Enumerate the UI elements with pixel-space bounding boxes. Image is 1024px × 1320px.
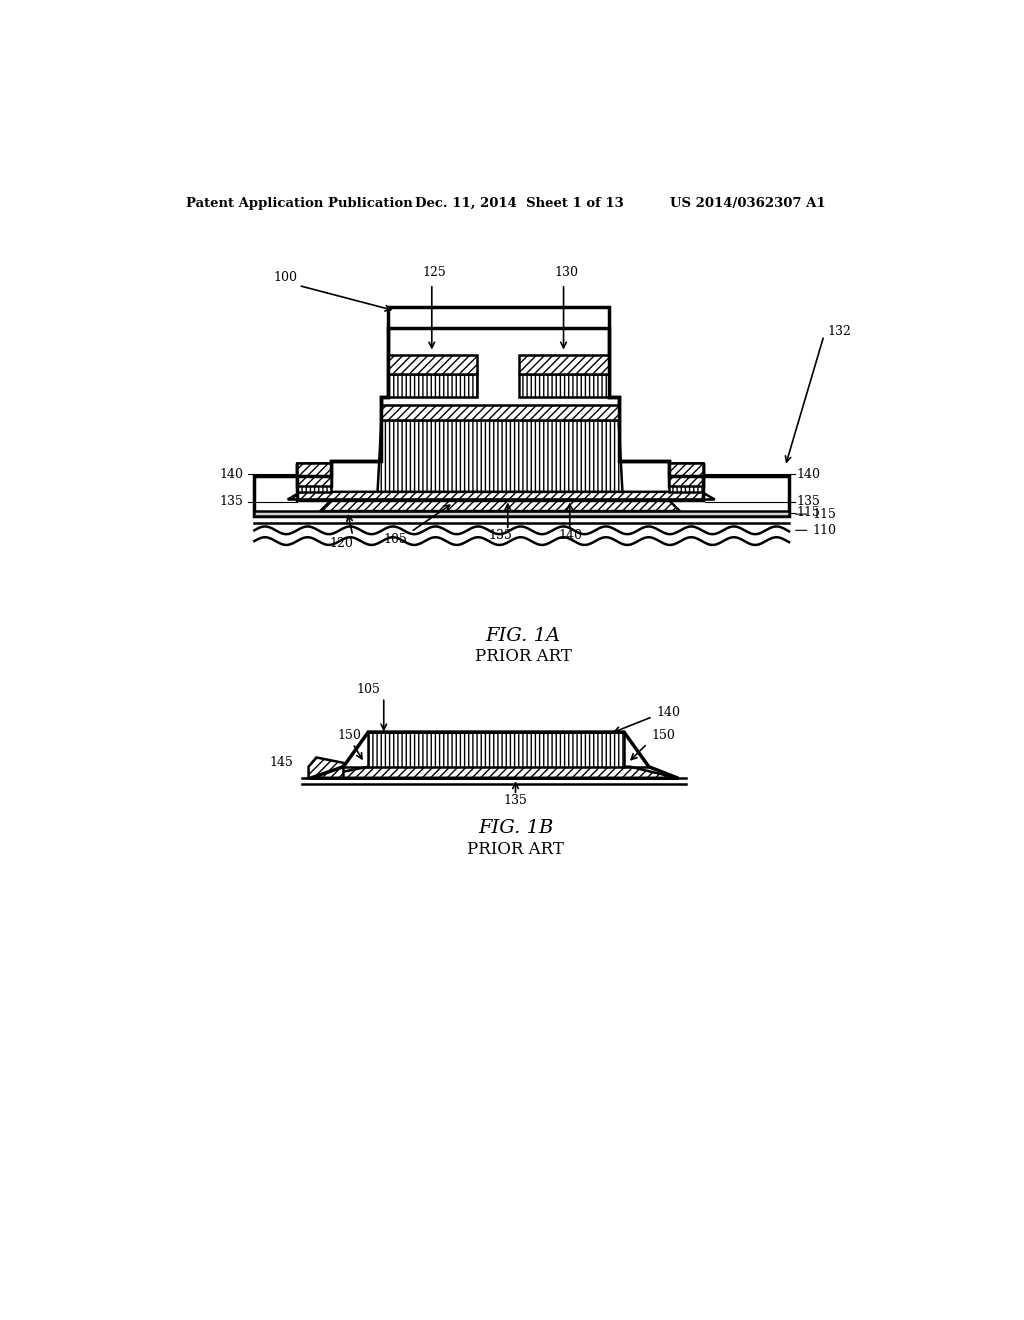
- Text: 115: 115: [796, 508, 837, 520]
- Polygon shape: [378, 420, 623, 492]
- Text: 132: 132: [827, 325, 852, 338]
- Polygon shape: [669, 477, 703, 486]
- Polygon shape: [297, 462, 331, 477]
- Polygon shape: [369, 733, 624, 767]
- Polygon shape: [254, 511, 790, 516]
- Text: FIG. 1B: FIG. 1B: [478, 820, 553, 837]
- Polygon shape: [254, 308, 790, 516]
- Text: 140: 140: [656, 706, 681, 719]
- Text: Dec. 11, 2014  Sheet 1 of 13: Dec. 11, 2014 Sheet 1 of 13: [415, 197, 624, 210]
- Text: US 2014/0362307 A1: US 2014/0362307 A1: [671, 197, 826, 210]
- Text: 135: 135: [504, 795, 527, 807]
- Polygon shape: [519, 355, 608, 374]
- Polygon shape: [669, 462, 703, 477]
- Text: FIG. 1A: FIG. 1A: [485, 627, 561, 644]
- Polygon shape: [381, 405, 618, 420]
- Text: 125: 125: [423, 265, 446, 279]
- Text: 130: 130: [554, 265, 579, 279]
- Text: 145: 145: [269, 756, 293, 770]
- Text: 115: 115: [797, 506, 820, 519]
- Text: 150: 150: [651, 730, 675, 742]
- Polygon shape: [669, 462, 703, 492]
- Polygon shape: [288, 492, 715, 499]
- Text: 135: 135: [488, 529, 512, 543]
- Text: 105: 105: [384, 533, 408, 546]
- Text: 105: 105: [356, 684, 381, 696]
- Text: 140: 140: [797, 467, 821, 480]
- Text: 140: 140: [219, 467, 244, 480]
- Text: PRIOR ART: PRIOR ART: [467, 841, 564, 858]
- Text: 110: 110: [796, 524, 837, 537]
- Text: PRIOR ART: PRIOR ART: [475, 648, 571, 665]
- Polygon shape: [308, 758, 343, 779]
- Text: Patent Application Publication: Patent Application Publication: [186, 197, 413, 210]
- Polygon shape: [388, 355, 477, 374]
- Polygon shape: [310, 767, 678, 779]
- Polygon shape: [388, 374, 477, 397]
- Polygon shape: [519, 374, 608, 397]
- Text: 135: 135: [797, 495, 820, 508]
- Polygon shape: [297, 477, 331, 486]
- Polygon shape: [321, 499, 680, 511]
- Text: 140: 140: [558, 529, 582, 543]
- Text: 135: 135: [219, 495, 244, 508]
- Polygon shape: [297, 462, 331, 492]
- Text: 120: 120: [330, 537, 353, 550]
- Text: 100: 100: [273, 271, 298, 284]
- Text: 150: 150: [337, 730, 361, 742]
